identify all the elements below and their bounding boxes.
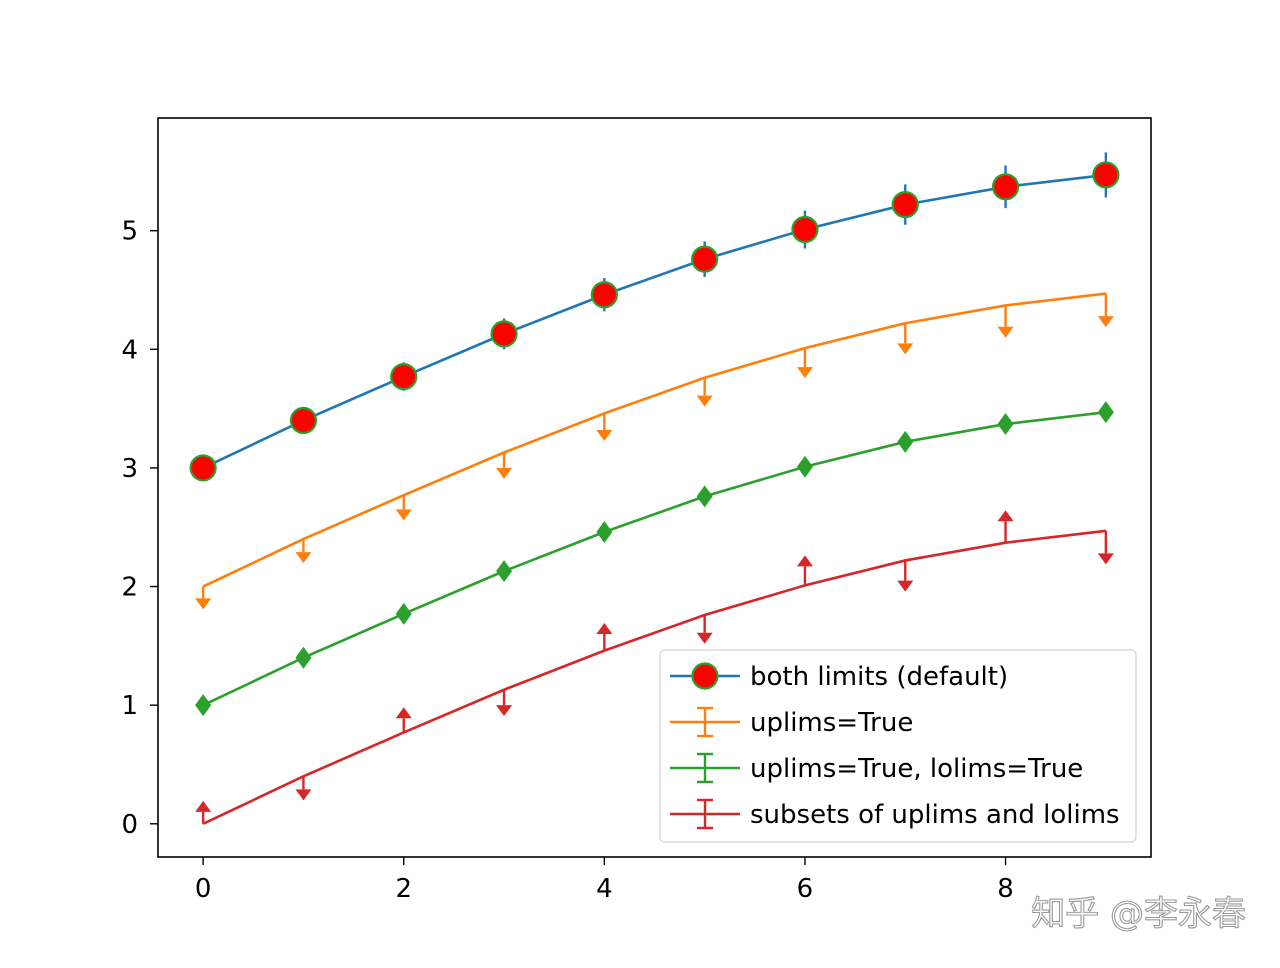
data-point [590, 281, 618, 309]
x-tick-label: 0 [195, 874, 212, 904]
data-point [696, 485, 713, 508]
data-point [691, 245, 719, 273]
data-point [1097, 401, 1114, 424]
legend-entry-2: uplims=True [670, 706, 913, 738]
arrow-head [195, 598, 212, 610]
x-tick-label: 4 [596, 874, 613, 904]
data-point [991, 173, 1020, 201]
arrow-head [897, 343, 914, 355]
arrow-head [596, 622, 613, 634]
y-tick-label: 4 [121, 335, 138, 365]
series-line [202, 173, 1107, 470]
data-point [791, 215, 819, 244]
data-point [796, 455, 813, 478]
arrow-head [796, 367, 813, 379]
data-point [189, 454, 217, 482]
data-point [997, 413, 1014, 436]
arrow-head [496, 705, 513, 717]
arrow-head [496, 467, 513, 479]
data-point [390, 362, 418, 391]
data-point [596, 520, 613, 543]
data-point [490, 320, 518, 348]
y-tick-label: 0 [121, 810, 138, 840]
arrow-head [596, 429, 613, 441]
arrow-head [696, 632, 713, 644]
arrow-head [997, 510, 1014, 522]
arrow-head [897, 580, 914, 592]
legend-label: uplims=True [750, 708, 913, 738]
data-point [295, 646, 312, 669]
series-2 [195, 292, 1114, 610]
legend-label: both limits (default) [750, 662, 1008, 692]
watermark-text: 知乎 @李永春 [1031, 894, 1246, 934]
series-4 [195, 510, 1114, 825]
y-tick-label: 1 [121, 691, 138, 721]
data-point [1092, 161, 1120, 189]
data-point [891, 190, 919, 219]
series-line [202, 529, 1107, 825]
data-point [496, 560, 513, 583]
legend: both limits (default) uplims=True uplims=T… [659, 649, 1137, 843]
data-point [195, 694, 212, 717]
axes-frame [157, 117, 1152, 858]
series-line [202, 292, 1107, 588]
legend-label: subsets of uplims and lolims [750, 800, 1120, 830]
x-tick-label: 6 [797, 874, 814, 904]
y-tick-label: 2 [121, 573, 138, 603]
series-line [202, 410, 1107, 707]
legend-label: uplims=True, lolims=True [750, 754, 1083, 784]
arrow-head [395, 707, 412, 719]
data-point [897, 430, 914, 453]
arrow-head [295, 789, 312, 801]
plot-layer [189, 152, 1120, 825]
ticks-layer: 0 2 4 6 8 0 1 2 3 4 5 [121, 217, 1013, 904]
y-tick-label: 3 [121, 454, 138, 484]
arrow-head [1097, 553, 1114, 565]
arrow-head [395, 509, 412, 521]
x-tick-label: 2 [395, 874, 412, 904]
arrow-head [997, 326, 1014, 338]
y-tick-label: 5 [121, 217, 138, 247]
legend-marker [691, 662, 719, 690]
series-3 [195, 401, 1114, 717]
arrow-head [796, 555, 813, 567]
legend-entry-1: both limits (default) [670, 662, 1008, 692]
legend-box [659, 649, 1137, 843]
arrow-head [696, 395, 713, 407]
data-point [289, 406, 318, 435]
series-1 [189, 152, 1120, 482]
data-point [395, 602, 412, 625]
arrow-head [295, 552, 312, 564]
plot-area [189, 152, 1120, 825]
arrow-head [195, 800, 212, 812]
x-tick-label: 8 [997, 874, 1014, 904]
arrow-head [1097, 316, 1114, 328]
legend-entry-3: uplims=True, lolims=True [670, 752, 1083, 784]
legend-entry-4: subsets of uplims and lolims [670, 798, 1120, 830]
